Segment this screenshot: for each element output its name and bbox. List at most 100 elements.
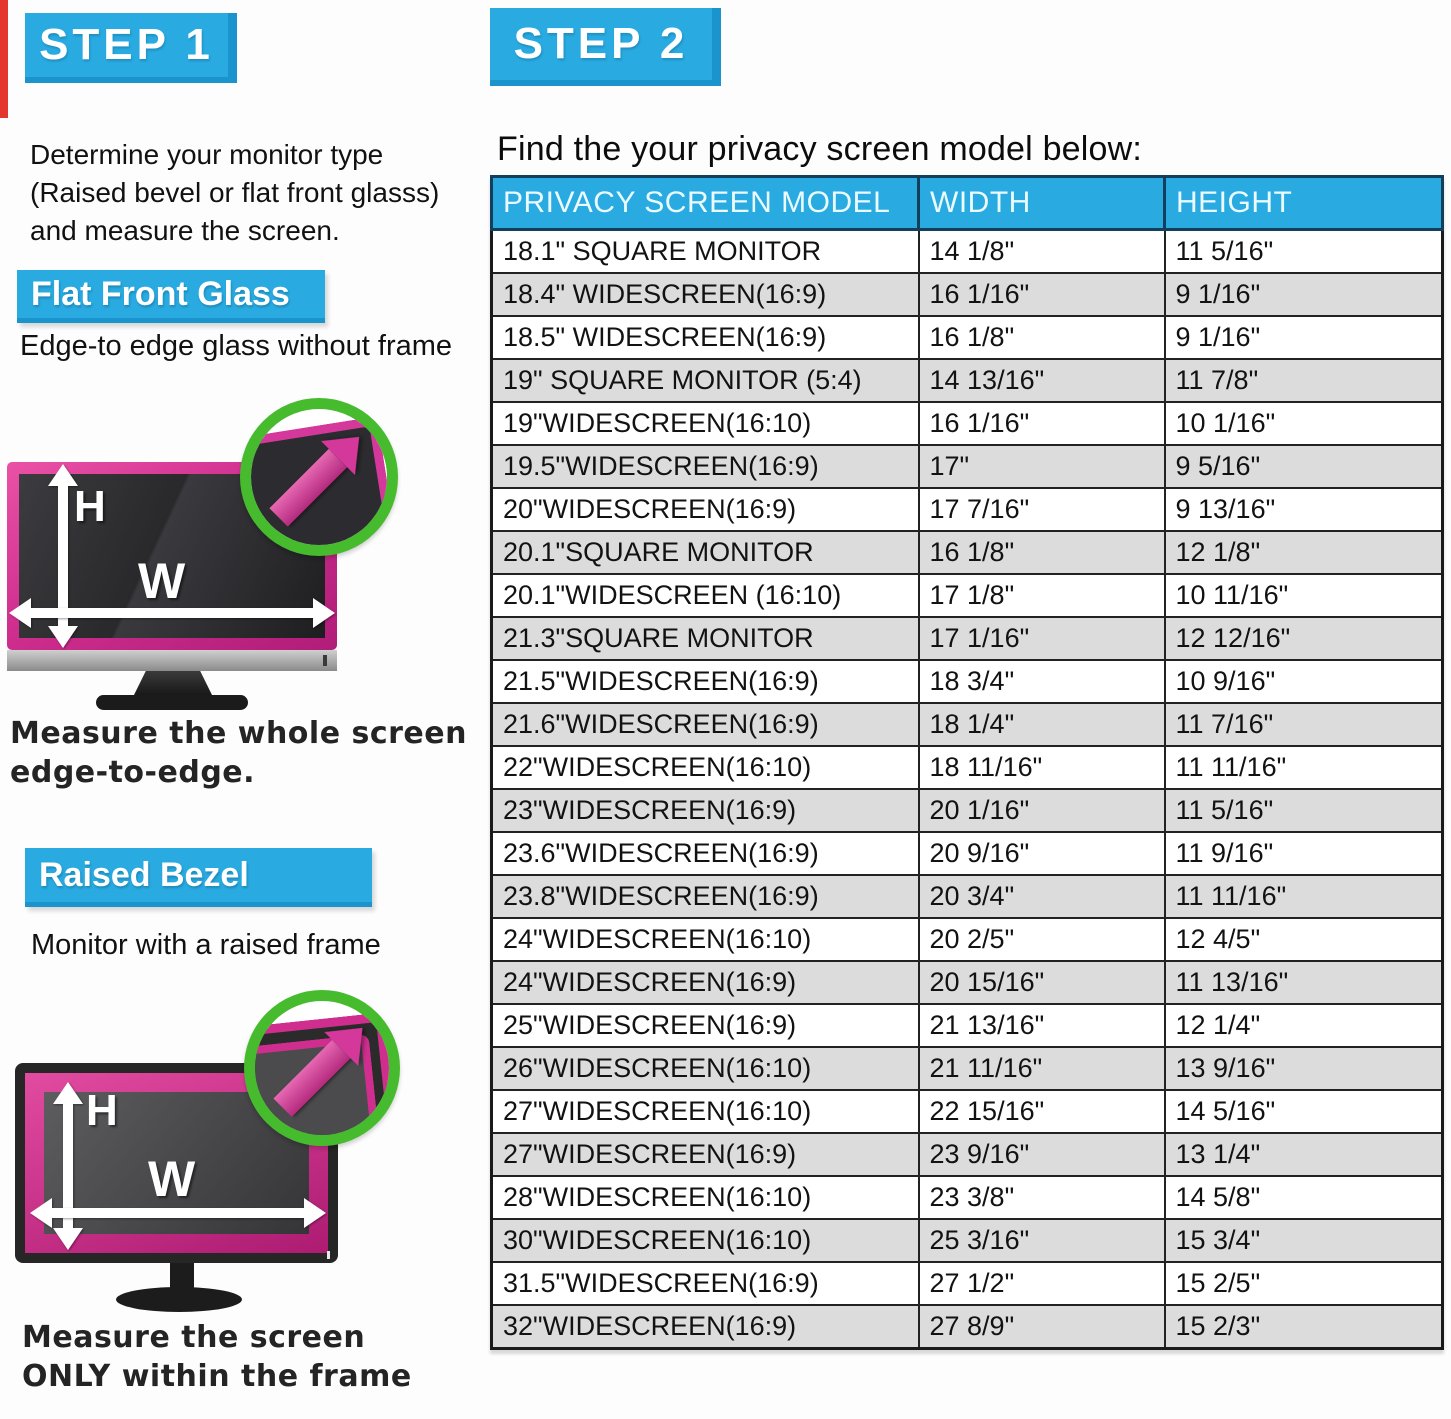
raised-bezel-header: Raised Bezel — [25, 848, 372, 907]
table-row: 24"WIDESCREEN(16:9) 20 15/16" 11 13/16" — [490, 960, 1444, 1005]
table-row: 19" SQUARE MONITOR (5:4) 14 13/16" 11 7/8" — [490, 358, 1444, 403]
table-row: 22"WIDESCREEN(16:10) 18 11/16" 11 11/16" — [490, 745, 1444, 790]
table-cell-width: 21 11/16" — [917, 1046, 1166, 1091]
table-cell-width: 22 15/16" — [917, 1089, 1166, 1134]
monitor-stand — [133, 671, 213, 697]
intro-line: and measure the screen. — [30, 215, 340, 246]
step2-badge: STEP 2 — [490, 8, 721, 86]
table-row: 32"WIDESCREEN(16:9) 27 8/9" 15 2/3" — [490, 1304, 1444, 1350]
table-cell-height: 12 1/8" — [1163, 530, 1444, 575]
table-cell-height: 9 1/16" — [1163, 272, 1444, 317]
table-cell-height: 11 13/16" — [1163, 960, 1444, 1005]
table-row: 24"WIDESCREEN(16:10) 20 2/5" 12 4/5" — [490, 917, 1444, 962]
intro-line: Determine your monitor type — [30, 139, 384, 170]
table-cell-height: 14 5/8" — [1163, 1175, 1444, 1220]
table-cell-width: 18 3/4" — [917, 659, 1166, 704]
width-label: W — [148, 1151, 196, 1207]
table-cell-height: 11 11/16" — [1163, 874, 1444, 919]
table-cell-width: 16 1/16" — [917, 401, 1166, 446]
height-arrow — [48, 464, 78, 648]
table-row: 21.5"WIDESCREEN(16:9) 18 3/4" 10 9/16" — [490, 659, 1444, 704]
table-cell-width: 16 1/8" — [917, 530, 1166, 575]
table-cell-model: 30"WIDESCREEN(16:10) — [490, 1218, 920, 1263]
table-cell-height: 11 11/16" — [1163, 745, 1444, 790]
table-row: 23.8"WIDESCREEN(16:9) 20 3/4" 11 11/16" — [490, 874, 1444, 919]
table-cell-height: 12 1/4" — [1163, 1003, 1444, 1048]
table-cell-model: 18.4" WIDESCREEN(16:9) — [490, 272, 920, 317]
table-cell-width: 20 2/5" — [917, 917, 1166, 962]
width-arrow — [30, 1198, 326, 1228]
table-cell-height: 9 5/16" — [1163, 444, 1444, 489]
column-header-height: HEIGHT — [1163, 175, 1444, 231]
table-row: 21.3"SQUARE MONITOR 17 1/16" 12 12/16" — [490, 616, 1444, 661]
table-cell-height: 11 5/16" — [1163, 788, 1444, 833]
corner-zoom-circle — [240, 398, 398, 556]
table-cell-height: 11 5/16" — [1163, 228, 1444, 274]
table-cell-height: 11 9/16" — [1163, 831, 1444, 876]
table-cell-height: 15 2/5" — [1163, 1261, 1444, 1306]
table-cell-model: 20.1"SQUARE MONITOR — [490, 530, 920, 575]
column-header-width: WIDTH — [917, 175, 1166, 231]
table-cell-model: 23.6"WIDESCREEN(16:9) — [490, 831, 920, 876]
table-cell-width: 14 13/16" — [917, 358, 1166, 403]
table-row: 27"WIDESCREEN(16:9) 23 9/16" 13 1/4" — [490, 1132, 1444, 1177]
width-label: W — [138, 553, 186, 609]
monitor-stand-base — [116, 1287, 242, 1312]
table-cell-height: 13 9/16" — [1163, 1046, 1444, 1091]
table-cell-model: 18.1" SQUARE MONITOR — [490, 228, 920, 274]
table-cell-model: 27"WIDESCREEN(16:10) — [490, 1089, 920, 1134]
privacy-table-body: 18.1" SQUARE MONITOR 14 1/8" 11 5/16" 18.4"… — [490, 228, 1444, 1350]
table-cell-width: 20 15/16" — [917, 960, 1166, 1005]
table-cell-width: 21 13/16" — [917, 1003, 1166, 1048]
table-row: 27"WIDESCREEN(16:10) 22 15/16" 14 5/16" — [490, 1089, 1444, 1134]
table-row: 19.5"WIDESCREEN(16:9) 17" 9 5/16" — [490, 444, 1444, 489]
power-led — [327, 1251, 330, 1259]
table-row: 25"WIDESCREEN(16:9) 21 13/16" 12 1/4" — [490, 1003, 1444, 1048]
column-header-model: PRIVACY SCREEN MODEL — [490, 175, 920, 231]
intro-line: (Raised bevel or flat front glasss) — [30, 177, 440, 208]
step1-badge: STEP 1 — [25, 13, 237, 83]
table-cell-model: 26"WIDESCREEN(16:10) — [490, 1046, 920, 1091]
privacy-screen-table: PRIVACY SCREEN MODEL WIDTH HEIGHT 18.1" … — [490, 175, 1444, 1350]
table-cell-model: 25"WIDESCREEN(16:9) — [490, 1003, 920, 1048]
table-row: 23.6"WIDESCREEN(16:9) 20 9/16" 11 9/16" — [490, 831, 1444, 876]
table-row: 19"WIDESCREEN(16:10) 16 1/16" 10 1/16" — [490, 401, 1444, 446]
table-cell-height: 10 11/16" — [1163, 573, 1444, 618]
table-cell-model: 19" SQUARE MONITOR (5:4) — [490, 358, 920, 403]
table-cell-model: 21.5"WIDESCREEN(16:9) — [490, 659, 920, 704]
table-cell-height: 11 7/16" — [1163, 702, 1444, 747]
table-cell-model: 31.5"WIDESCREEN(16:9) — [490, 1261, 920, 1306]
corner-zoom-circle — [244, 990, 400, 1146]
table-row: 21.6"WIDESCREEN(16:9) 18 1/4" 11 7/16" — [490, 702, 1444, 747]
table-cell-model: 19.5"WIDESCREEN(16:9) — [490, 444, 920, 489]
table-cell-model: 24"WIDESCREEN(16:9) — [490, 960, 920, 1005]
table-cell-model: 32"WIDESCREEN(16:9) — [490, 1304, 920, 1350]
table-cell-height: 11 7/8" — [1163, 358, 1444, 403]
table-row: 18.4" WIDESCREEN(16:9) 16 1/16" 9 1/16" — [490, 272, 1444, 317]
table-cell-model: 23"WIDESCREEN(16:9) — [490, 788, 920, 833]
table-row: 20"WIDESCREEN(16:9) 17 7/16" 9 13/16" — [490, 487, 1444, 532]
table-cell-model: 20"WIDESCREEN(16:9) — [490, 487, 920, 532]
table-cell-width: 20 9/16" — [917, 831, 1166, 876]
table-cell-model: 20.1"WIDESCREEN (16:10) — [490, 573, 920, 618]
table-cell-height: 12 12/16" — [1163, 616, 1444, 661]
table-cell-height: 15 2/3" — [1163, 1304, 1444, 1350]
table-cell-width: 25 3/16" — [917, 1218, 1166, 1263]
table-row: 18.1" SQUARE MONITOR 14 1/8" 11 5/16" — [490, 228, 1444, 274]
table-row: 30"WIDESCREEN(16:10) 25 3/16" 15 3/4" — [490, 1218, 1444, 1263]
table-cell-model: 27"WIDESCREEN(16:9) — [490, 1132, 920, 1177]
table-cell-model: 21.6"WIDESCREEN(16:9) — [490, 702, 920, 747]
table-cell-width: 17 1/16" — [917, 616, 1166, 661]
flat-caption: Measure the whole screen edge-to-edge. — [10, 716, 467, 790]
table-cell-model: 21.3"SQUARE MONITOR — [490, 616, 920, 661]
table-cell-width: 17" — [917, 444, 1166, 489]
red-edge-strip — [0, 0, 8, 118]
table-cell-width: 27 8/9" — [917, 1304, 1166, 1350]
table-cell-width: 14 1/8" — [917, 228, 1166, 274]
table-cell-height: 15 3/4" — [1163, 1218, 1444, 1263]
table-cell-height: 9 1/16" — [1163, 315, 1444, 360]
table-cell-model: 23.8"WIDESCREEN(16:9) — [490, 874, 920, 919]
table-cell-width: 20 1/16" — [917, 788, 1166, 833]
flat-front-glass-header: Flat Front Glass — [17, 270, 325, 323]
